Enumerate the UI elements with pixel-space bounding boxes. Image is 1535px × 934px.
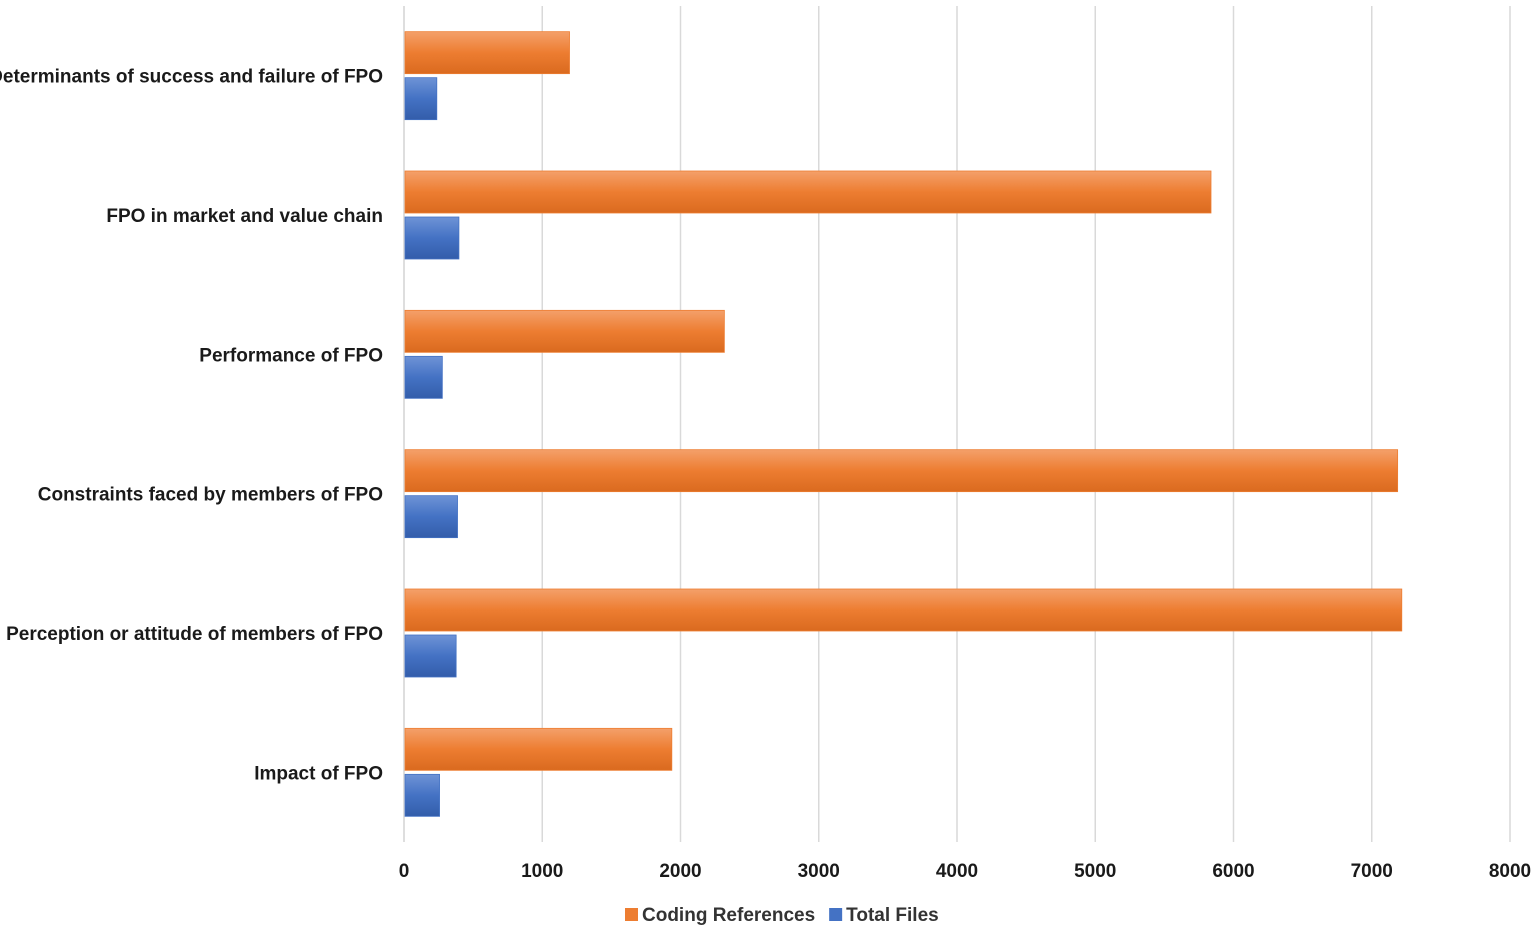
- category-label-fpo-in-market-and-value-chain: FPO in market and value chain: [106, 206, 383, 227]
- x-tick-label-6000: 6000: [1212, 861, 1254, 882]
- category-labels: Determinants of success and failure of F…: [0, 67, 383, 785]
- legend-label-total-files: Total Files: [846, 905, 939, 926]
- gridlines: [403, 6, 1511, 842]
- bars: [404, 31, 1403, 817]
- bar-coding-references-determinants-of-success-and-failure-of-fpo: [404, 31, 570, 75]
- bar-total-files-perception-or-attitude-of-members-of-fpo: [404, 634, 457, 678]
- x-tick-label-7000: 7000: [1351, 861, 1393, 882]
- x-tick-label-1000: 1000: [521, 861, 563, 882]
- bar-coding-references-performance-of-fpo: [404, 309, 725, 353]
- x-tick-label-3000: 3000: [798, 861, 840, 882]
- bar-coding-references-constraints-faced-by-members-of-fpo: [404, 449, 1399, 493]
- bar-total-files-impact-of-fpo: [404, 773, 440, 817]
- category-label-constraints-faced-by-members-of-fpo: Constraints faced by members of FPO: [38, 485, 383, 506]
- legend: Coding References Total Files: [625, 905, 939, 926]
- x-tick-label-8000: 8000: [1489, 861, 1531, 882]
- legend-swatch-total-files: [829, 908, 843, 921]
- x-tick-labels: 0 1000 2000 3000 4000 5000 6000 7000 8000: [399, 861, 1531, 882]
- bar-total-files-constraints-faced-by-members-of-fpo: [404, 495, 458, 539]
- x-tick-label-2000: 2000: [659, 861, 701, 882]
- category-label-performance-of-fpo: Performance of FPO: [199, 345, 383, 366]
- bar-coding-references-impact-of-fpo: [404, 727, 673, 771]
- x-tick-label-4000: 4000: [936, 861, 978, 882]
- category-label-determinants-of-success-and-failure-of-fpo: Determinants of success and failure of F…: [0, 67, 383, 88]
- bar-total-files-fpo-in-market-and-value-chain: [404, 216, 460, 260]
- legend-swatch-coding-references: [625, 908, 638, 921]
- x-tick-label-0: 0: [399, 861, 410, 882]
- legend-label-coding-references: Coding References: [642, 905, 815, 926]
- category-label-impact-of-fpo: Impact of FPO: [254, 763, 383, 784]
- bar-coding-references-fpo-in-market-and-value-chain: [404, 170, 1212, 214]
- x-tick-label-5000: 5000: [1074, 861, 1116, 882]
- bar-total-files-performance-of-fpo: [404, 355, 443, 399]
- bar-total-files-determinants-of-success-and-failure-of-fpo: [404, 77, 438, 121]
- bar-coding-references-perception-or-attitude-of-members-of-fpo: [404, 588, 1403, 632]
- category-label-perception-or-attitude-of-members-of-fpo: Perception or attitude of members of FPO: [6, 624, 383, 645]
